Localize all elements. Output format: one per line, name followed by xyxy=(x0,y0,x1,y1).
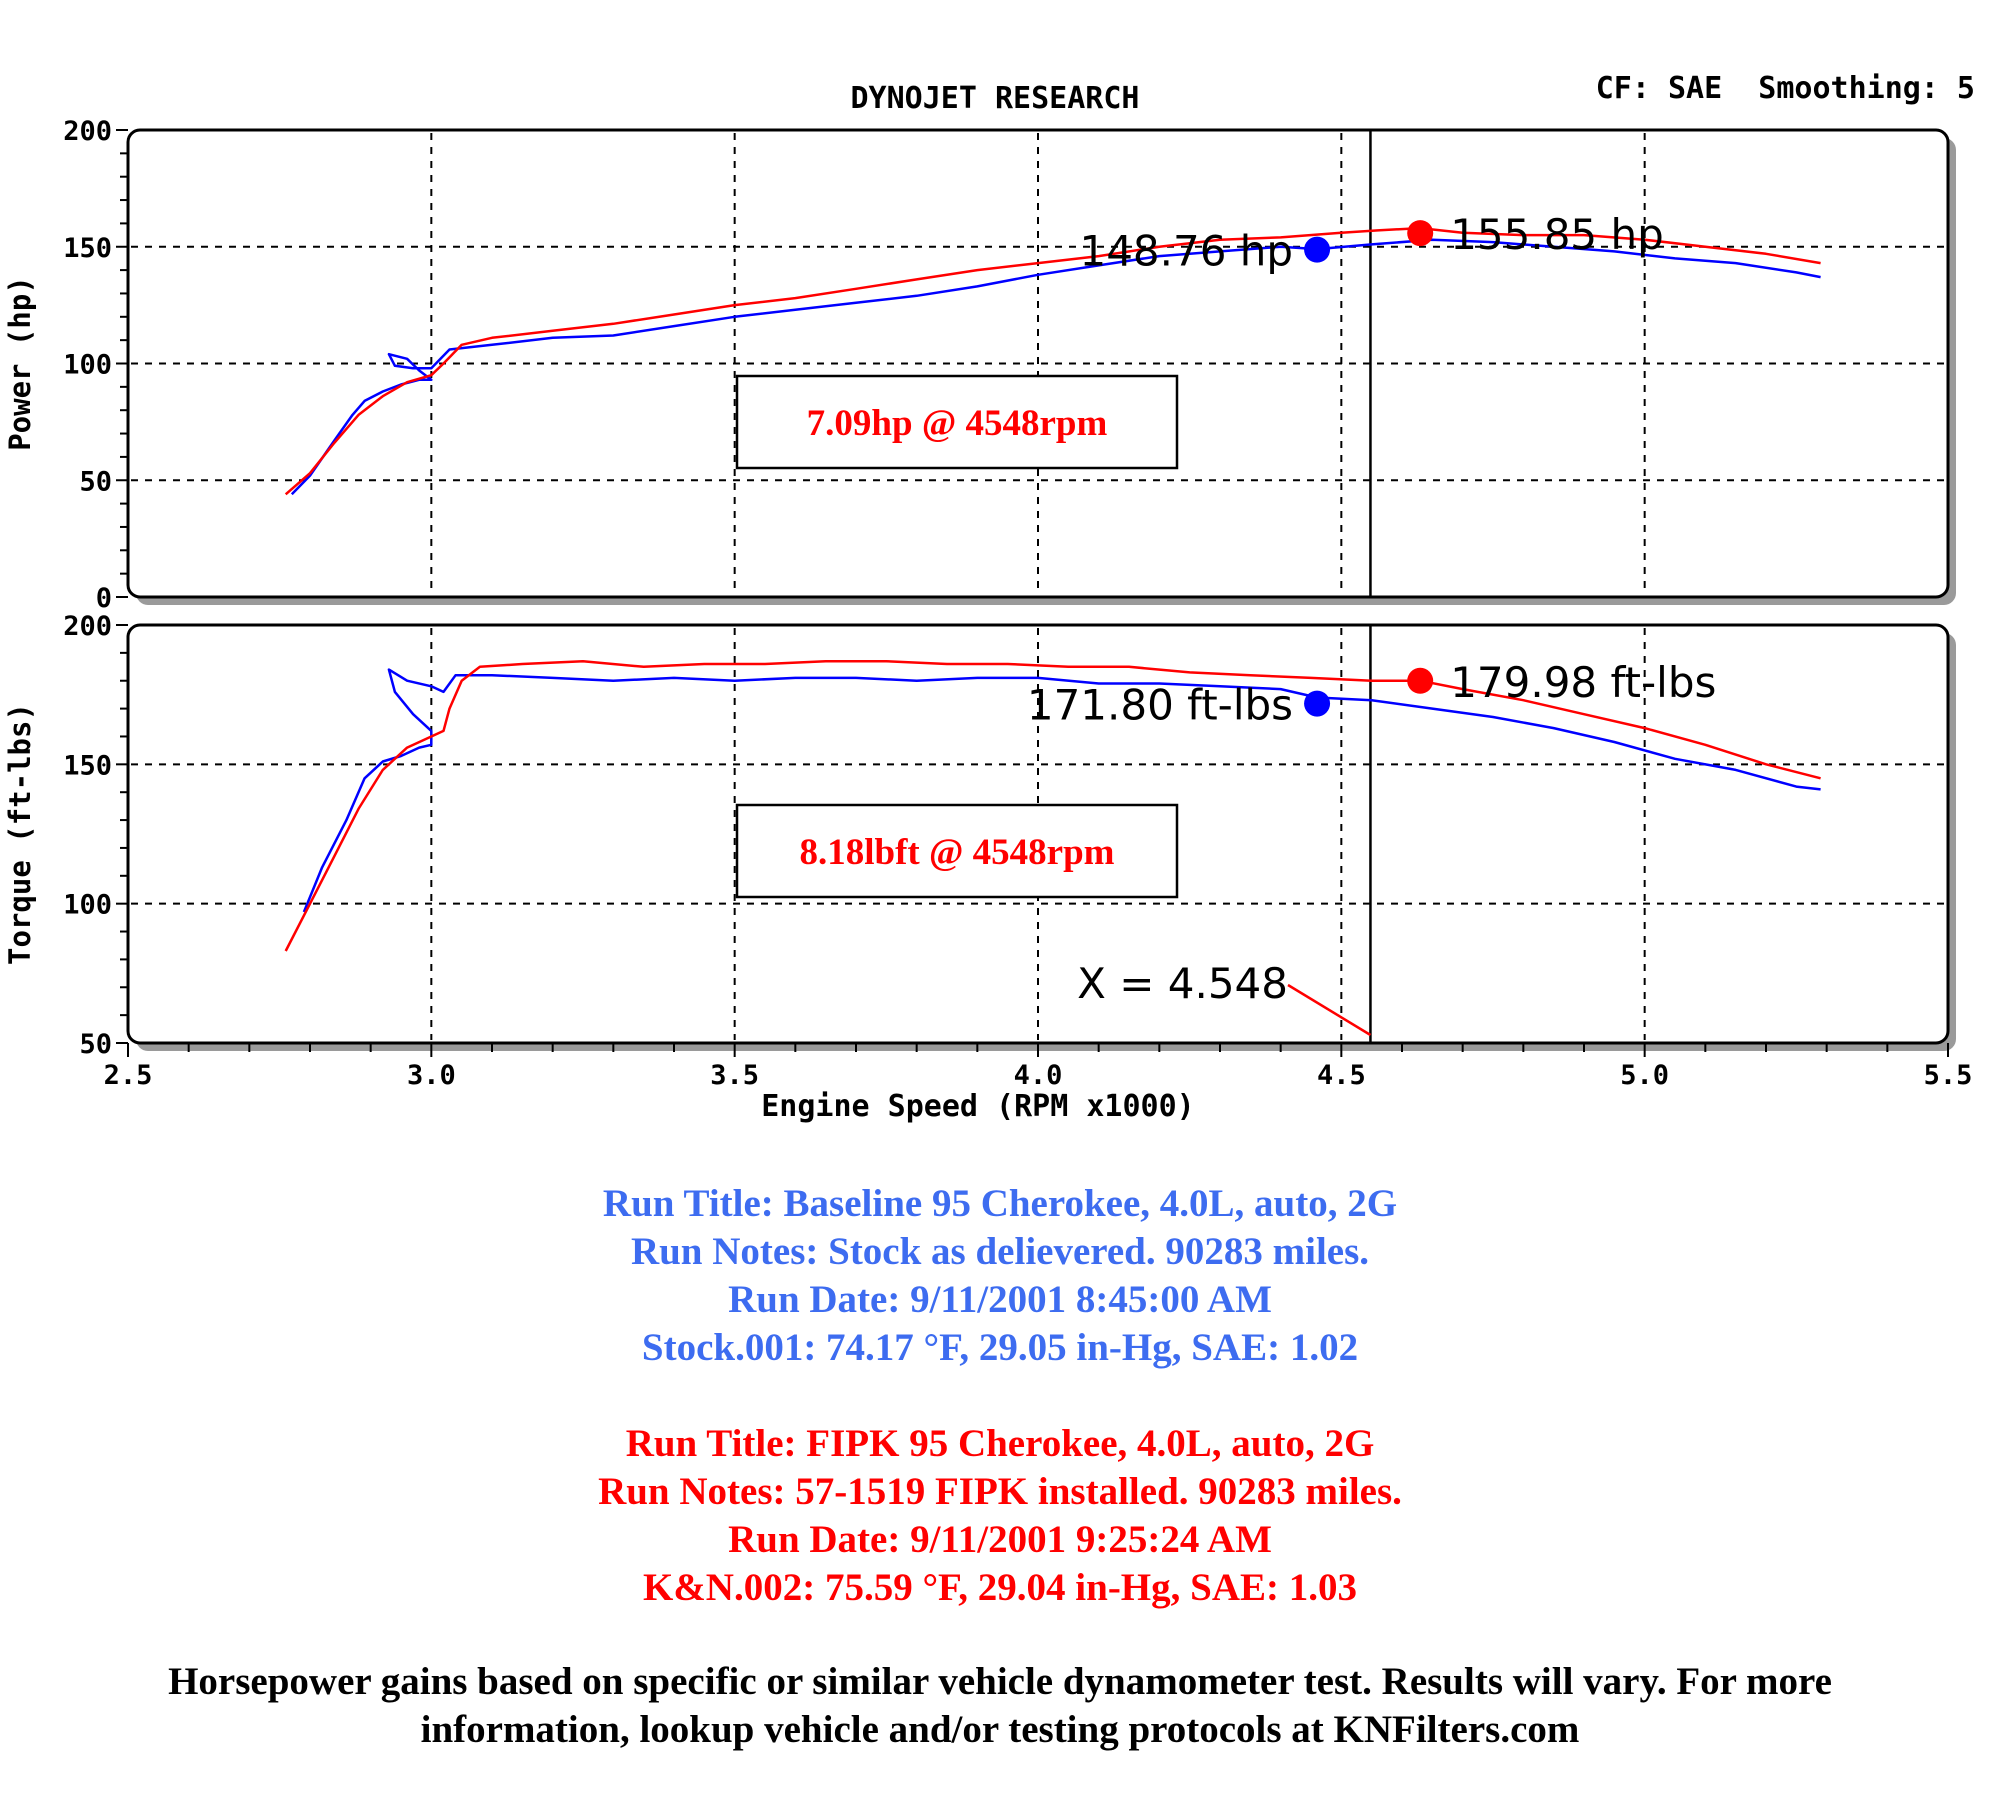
x-tick-label: 4.5 xyxy=(1317,1060,1366,1091)
fipk-power-marker xyxy=(1407,220,1434,247)
fipk-run-title: Run Title: FIPK 95 Cherokee, 4.0L, auto,… xyxy=(625,1422,1375,1465)
baseline-run-title: Run Title: Baseline 95 Cherokee, 4.0L, a… xyxy=(602,1182,1398,1225)
x-tick-label: 3.5 xyxy=(710,1060,759,1091)
fipk-run-notes: Run Notes: 57-1519 FIPK installed. 90283… xyxy=(598,1470,1402,1513)
fipk-run-info: Run Title: FIPK 95 Cherokee, 4.0L, auto,… xyxy=(0,1420,2000,1612)
baseline-torque-marker xyxy=(1304,690,1331,717)
x-tick-label: 2.5 xyxy=(104,1060,153,1091)
baseline-run-notes: Run Notes: Stock as delievered. 90283 mi… xyxy=(630,1230,1370,1273)
x-tick-label: 5.0 xyxy=(1620,1060,1669,1091)
torque-y-tick-label: 50 xyxy=(79,1029,112,1060)
power-y-tick-label: 0 xyxy=(96,583,112,614)
x-axis: 2.5 3.0 3.5 4.0 4.5 5.0 5.5 Engine Speed (RPM x… xyxy=(104,1043,1973,1124)
fipk-torque-value-label: 179.98 ft-lbs xyxy=(1450,658,1716,707)
power-gain-annotation: 7.09hp @ 4548rpm xyxy=(807,403,1108,444)
torque-panel: 50 100 150 200 Torque (ft-lbs) 171.80 ft-lbs 1… xyxy=(3,611,1956,1060)
baseline-torque-value-label: 171.80 ft-lbs xyxy=(1027,681,1293,730)
baseline-power-value-label: 148.76 hp xyxy=(1079,227,1293,276)
torque-y-tick-label: 200 xyxy=(63,611,112,642)
baseline-run-date: Run Date: 9/11/2001 8:45:00 AM xyxy=(728,1278,1272,1321)
x-tick-label: 3.0 xyxy=(407,1060,456,1091)
cursor-x-label: X = 4.548 xyxy=(1077,959,1288,1008)
chart-header-title: DYNOJET RESEARCH xyxy=(851,81,1140,116)
torque-y-axis-label: Torque (ft-lbs) xyxy=(3,703,37,965)
fipk-run-conditions: K&N.002: 75.59 °F, 29.04 in-Hg, SAE: 1.0… xyxy=(642,1566,1358,1609)
power-panel: 0 50 100 150 200 Power (hp) 148.76 hp 155.85 hp… xyxy=(3,116,1956,614)
fipk-power-line xyxy=(284,226,1821,496)
power-y-tick-label: 100 xyxy=(63,350,112,381)
x-tick-label: 4.0 xyxy=(1014,1060,1063,1091)
baseline-torque-line xyxy=(302,668,1821,913)
fipk-torque-marker xyxy=(1407,667,1434,694)
torque-gain-box xyxy=(735,803,1179,899)
power-y-tick-label: 50 xyxy=(79,466,112,497)
power-y-axis-label: Power (hp) xyxy=(3,276,37,451)
chart-settings: CF: SAE Smoothing: 5 xyxy=(1596,71,1975,106)
power-y-tick-label: 200 xyxy=(63,116,112,147)
baseline-run-info: Run Title: Baseline 95 Cherokee, 4.0L, a… xyxy=(0,1180,2000,1372)
dyno-chart: DYNOJET RESEARCH CF: SAE Smoothing: 5 05… xyxy=(3,71,1975,1124)
fipk-run-date: Run Date: 9/11/2001 9:25:24 AM xyxy=(728,1518,1272,1561)
torque-y-tick-label: 100 xyxy=(63,890,112,921)
power-gain-box xyxy=(735,374,1179,470)
cursor-leader-line xyxy=(1287,983,1372,1037)
baseline-power-marker xyxy=(1304,236,1331,263)
x-axis-label: Engine Speed (RPM x1000) xyxy=(761,1089,1194,1124)
fipk-torque-line xyxy=(284,659,1821,952)
disclaimer-text: Horsepower gains based on specific or si… xyxy=(168,1660,1832,1751)
fipk-power-value-label: 155.85 hp xyxy=(1450,210,1664,259)
torque-y-tick-label: 150 xyxy=(63,750,112,781)
torque-gain-annotation: 8.18lbft @ 4548rpm xyxy=(800,832,1115,873)
power-y-tick-label: 150 xyxy=(63,233,112,264)
run-info: Run Title: Baseline 95 Cherokee, 4.0L, a… xyxy=(0,1180,2000,1612)
x-tick-label: 5.5 xyxy=(1924,1060,1973,1091)
baseline-run-conditions: Stock.001: 74.17 °F, 29.05 in-Hg, SAE: 1… xyxy=(641,1326,1359,1369)
